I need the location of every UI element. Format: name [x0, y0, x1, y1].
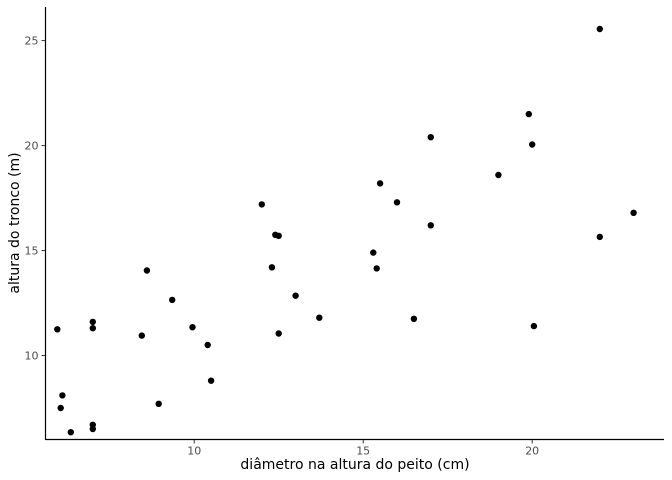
x-tick-label: 20: [525, 445, 539, 458]
data-point: [529, 141, 536, 148]
data-point: [204, 341, 211, 349]
data-point: [376, 180, 384, 187]
data-point: [275, 330, 282, 337]
data-point: [258, 201, 265, 208]
data-point: [143, 267, 151, 274]
data-point: [530, 322, 538, 330]
data-point: [89, 325, 97, 332]
data-point: [59, 392, 66, 399]
data-point: [268, 264, 276, 271]
data-point: [138, 332, 145, 339]
data-point: [525, 110, 532, 118]
y-tick-label: 10: [25, 350, 39, 363]
data-point: [207, 377, 215, 384]
y-tick-label: 20: [25, 140, 39, 153]
data-point: [89, 421, 97, 428]
data-point: [57, 404, 64, 412]
x-tick-label: 15: [356, 445, 370, 458]
data-point: [67, 429, 75, 436]
data-point: [189, 324, 196, 331]
data-point: [630, 209, 637, 216]
data-point: [169, 296, 176, 304]
data-point: [427, 134, 434, 141]
data-point: [316, 314, 323, 321]
y-tick-label: 15: [25, 245, 39, 258]
x-tick-label: 10: [187, 445, 201, 458]
x-axis-ticks: 10 15 20: [187, 439, 539, 458]
data-point: [427, 222, 434, 229]
data-points: [54, 25, 637, 436]
x-axis-title: diâmetro na altura do peito (cm): [240, 457, 469, 473]
data-point: [495, 171, 502, 179]
data-point: [275, 232, 282, 239]
data-point: [393, 199, 401, 206]
data-point: [292, 292, 299, 299]
data-point: [54, 326, 61, 333]
y-tick-label: 25: [25, 35, 39, 48]
data-point: [410, 315, 418, 322]
data-point: [155, 400, 162, 407]
y-axis-ticks: 10 15 20 25: [25, 35, 46, 363]
data-point: [89, 318, 97, 326]
data-point: [370, 249, 377, 256]
data-point: [596, 233, 603, 241]
data-point: [373, 265, 380, 272]
y-axis-title: altura do tronco (m): [7, 152, 23, 293]
data-point: [596, 25, 603, 33]
